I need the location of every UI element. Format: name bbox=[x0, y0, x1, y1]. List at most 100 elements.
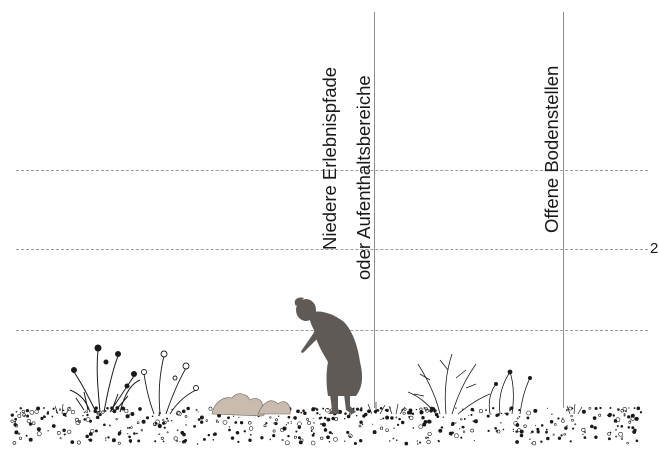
gravel-stone bbox=[344, 418, 346, 420]
gravel-stone bbox=[234, 421, 238, 424]
gravel-stone bbox=[322, 407, 325, 410]
gravel-stone bbox=[128, 439, 133, 443]
gravel-stone bbox=[402, 411, 406, 415]
gravel-stone bbox=[588, 406, 592, 410]
gravel-stone bbox=[320, 423, 322, 425]
gravel-stone bbox=[384, 409, 387, 412]
gravel-stone bbox=[630, 416, 635, 421]
gravel-stone bbox=[179, 441, 181, 443]
gravel-stone bbox=[532, 441, 537, 446]
gravel-stone bbox=[326, 417, 331, 422]
gravel-stone bbox=[320, 436, 324, 440]
gravel-stone bbox=[307, 421, 311, 425]
gravel-stone bbox=[141, 419, 146, 424]
gravel-stone bbox=[571, 418, 574, 422]
gravel-stone bbox=[329, 431, 332, 434]
gravel-stone bbox=[531, 442, 533, 444]
gravel-stone bbox=[598, 413, 602, 417]
gravel-stone bbox=[571, 407, 574, 410]
gravel-stone bbox=[196, 443, 199, 445]
gravel-stone bbox=[313, 422, 315, 424]
gravel-stone bbox=[633, 407, 636, 410]
gravel-stone bbox=[324, 427, 327, 430]
gravel-stone bbox=[455, 407, 457, 409]
gravel-stone bbox=[551, 413, 553, 415]
gravel-stone bbox=[43, 415, 46, 418]
gravel-stone bbox=[517, 428, 521, 433]
gravel-stone bbox=[63, 433, 66, 436]
gravel-stone bbox=[583, 431, 586, 434]
gravel-stone bbox=[94, 429, 98, 433]
gravel-stone bbox=[379, 426, 384, 430]
gravel-stone bbox=[88, 438, 91, 441]
gravel-stone bbox=[572, 427, 575, 430]
gravel-stone bbox=[470, 428, 474, 433]
gravel-stone bbox=[615, 435, 618, 438]
gravel-stone bbox=[299, 438, 304, 443]
gravel-stone bbox=[62, 428, 66, 433]
gravel-stone bbox=[90, 428, 95, 434]
gravel-stone bbox=[130, 412, 135, 416]
gravel-stone bbox=[40, 416, 44, 420]
gravel-stone bbox=[385, 415, 390, 420]
gravel-stone bbox=[519, 433, 524, 438]
gravel-stone bbox=[136, 421, 140, 425]
gravel-stone bbox=[75, 420, 81, 426]
gravel-stone bbox=[385, 428, 389, 432]
gravel-stone bbox=[83, 411, 86, 413]
gravel-stone bbox=[83, 418, 87, 421]
gravel-stone bbox=[166, 417, 169, 420]
gravel-stone bbox=[19, 407, 22, 410]
gravel-stone bbox=[320, 416, 323, 419]
gravel-stone bbox=[193, 425, 196, 428]
gravel-stone bbox=[280, 427, 285, 432]
gravel-stone bbox=[18, 436, 23, 440]
gravel-stone bbox=[59, 437, 62, 440]
gravel-stone bbox=[427, 431, 432, 437]
gravel-stone bbox=[627, 426, 631, 429]
gravel-stone bbox=[455, 422, 457, 424]
gravel-stone bbox=[108, 424, 111, 427]
gravel-stone bbox=[297, 436, 301, 440]
gravel-stone bbox=[515, 423, 520, 427]
gravel-stone bbox=[359, 420, 363, 424]
gravel-stone bbox=[105, 439, 107, 441]
gravel-stone bbox=[508, 409, 512, 412]
gravel-stone bbox=[635, 439, 639, 443]
gravel-stone bbox=[323, 416, 327, 420]
gravel-stone bbox=[197, 418, 201, 421]
gravel-stone bbox=[416, 440, 419, 442]
gravel-stone bbox=[166, 431, 169, 434]
gravel-stone bbox=[478, 409, 483, 414]
gravel-stone bbox=[290, 423, 292, 425]
gravel-stone bbox=[298, 440, 303, 445]
gravel-stone bbox=[540, 424, 544, 427]
gravel-stone bbox=[78, 420, 81, 423]
gravel-stone bbox=[627, 415, 631, 419]
gravel-stone bbox=[549, 420, 554, 424]
gravel-stone bbox=[85, 410, 88, 413]
gravel-stone bbox=[615, 428, 617, 431]
gravel-stone bbox=[52, 407, 55, 410]
gravel-stone bbox=[176, 429, 179, 432]
gravel-stone bbox=[512, 430, 514, 432]
gravel-stone bbox=[622, 436, 624, 438]
gravel-stone bbox=[454, 433, 459, 439]
gravel-stone bbox=[628, 407, 630, 409]
gravel-stone bbox=[167, 420, 170, 422]
gravel-stone bbox=[438, 428, 443, 433]
gravel-stone bbox=[529, 438, 531, 440]
gravel-stone bbox=[617, 408, 620, 411]
gravel-stone bbox=[302, 409, 305, 412]
gravel-stone bbox=[117, 441, 121, 445]
grass-tuft-icon bbox=[54, 402, 583, 415]
gravel-stone bbox=[396, 423, 400, 427]
gravel-stone bbox=[372, 430, 377, 435]
gravel-stone bbox=[634, 416, 639, 421]
gravel-stone bbox=[545, 430, 548, 434]
gravel-stone bbox=[536, 427, 540, 431]
gravel-stone bbox=[362, 414, 366, 418]
gravel-stone bbox=[418, 424, 423, 429]
gravel-stone bbox=[136, 432, 138, 435]
